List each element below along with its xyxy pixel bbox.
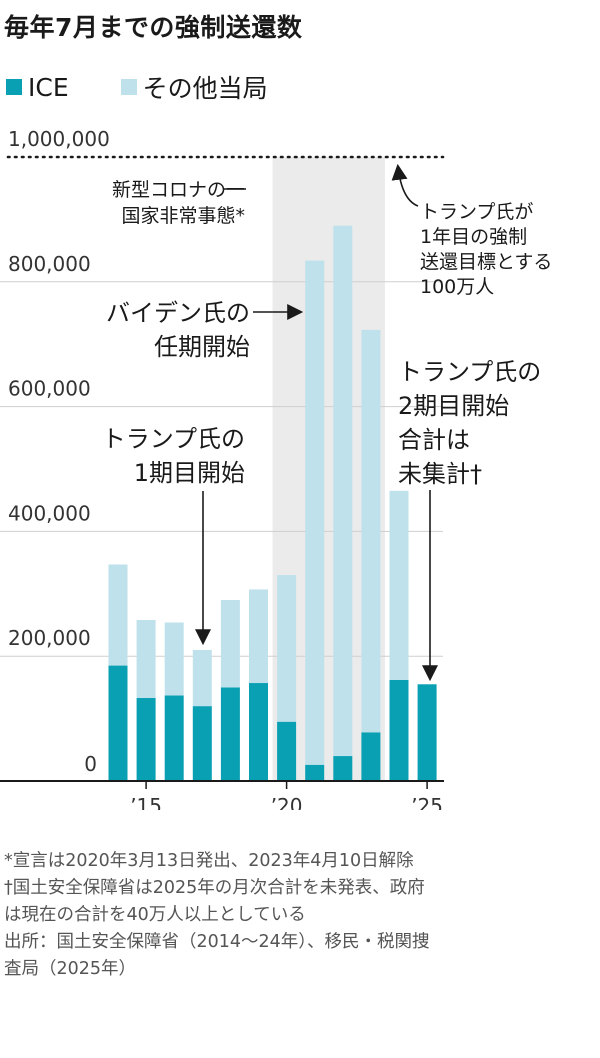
annotation-covid-line2: 国家非常事態* [121,205,245,227]
bar-ice-2025 [417,684,437,781]
y-tick-label: 800,000 [8,252,91,276]
y-tick-label: 1,000,000 [8,127,110,151]
bar-ice-2016 [164,695,184,781]
x-tick-label: ’20 [271,794,303,810]
footnote-dhs-1: †国土安全保障省は2025年の月次合計を未発表、政府 [4,878,425,898]
stacked-bar-chart: 1,000,000 800,000 600,000 400,000 200,000 0 ’1… [0,127,552,810]
bar-other-2018 [220,600,240,688]
bar-other-2015 [136,620,156,699]
bar-other-2023 [361,329,381,733]
bar-other-2024 [389,490,409,680]
y-tick-label: 600,000 [8,377,91,401]
x-tick-label: ’25 [411,794,443,810]
bar-ice-2014 [108,665,128,781]
annotation-trump-goal-line2: 1年目の強制 [420,226,527,248]
annotation-trump-goal-line1: トランプ氏が [420,201,533,223]
annotation-trump-goal-line4: 100万人 [420,276,494,298]
source-2: 査局（2025年） [4,959,137,979]
legend-swatch-other [120,79,137,95]
source-1: 出所：国土安全保障省（2014〜24年）、移民・税関捜 [4,932,430,952]
annotation-trump2-line3: 合計は [398,426,470,454]
bar-ice-2017 [192,706,212,781]
bar-ice-2015 [136,698,156,781]
bar-other-2020 [277,575,297,722]
y-tick-label: 200,000 [8,626,91,650]
annotation-trump2-line2: 2期目開始 [398,392,509,420]
annotation-trump2-line1: トランプ氏の [398,358,541,386]
bar-ice-2018 [220,687,240,781]
legend-label-ice: ICE [28,72,69,102]
footnote-declaration: *宣言は2020年3月13日発出、2023年4月10日解除 [4,851,414,871]
x-tick-label: ’15 [130,794,162,810]
legend: ICE その他当局 [6,70,320,104]
footnotes: *宣言は2020年3月13日発出、2023年4月10日解除 †国土安全保障省は2… [4,848,600,983]
legend-label-other: その他当局 [142,74,268,103]
footnote-dhs-2: は現在の合計を40万人以上としている [4,905,306,925]
bar-ice-2024 [389,679,409,781]
annotation-covid-line1: 新型コロナの一 [112,179,245,201]
bar-ice-2023 [361,732,381,781]
bar-ice-2020 [277,721,297,781]
bar-ice-2021 [305,764,325,781]
annotation-trump1-line1: トランプ氏の [102,425,245,453]
annotation-trump-goal-line3: 送還目標とする [420,251,552,273]
chart-title: 毎年7月までの強制送還数 [4,13,303,42]
annotation-trump2-line4: 未集計† [398,460,482,488]
annotation-trump1-line2: 1期目開始 [134,459,245,487]
bar-other-2016 [164,622,184,696]
legend-item-ice: ICE [6,73,69,102]
bar-other-2019 [249,589,268,684]
annotation-trump-goal-arrow [391,163,419,207]
bar-ice-2022 [333,756,353,781]
y-tick-label: 0 [84,752,97,776]
y-tick-label: 400,000 [8,501,91,525]
bar-ice-2019 [249,683,268,781]
bar-other-2014 [108,564,128,666]
annotation-biden-line1: バイデン氏の [106,299,250,327]
bar-other-2021 [305,260,325,765]
legend-item-other: その他当局 [120,69,268,105]
bar-other-2022 [333,225,353,757]
bar-other-2017 [192,649,212,707]
legend-swatch-ice [6,79,22,95]
annotation-biden-line2: 任期開始 [154,333,250,361]
